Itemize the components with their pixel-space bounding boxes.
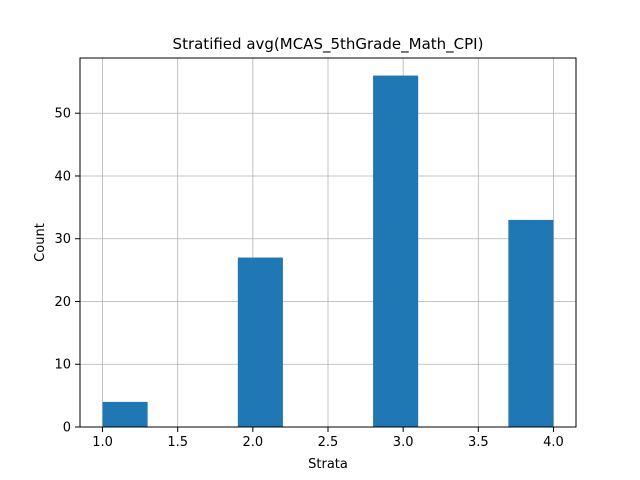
y-tick-label: 0 xyxy=(63,421,71,436)
chart-title: Stratified avg(MCAS_5thGrade_Math_CPI) xyxy=(173,35,484,54)
x-tick-label: 2.5 xyxy=(318,435,339,450)
histogram-bar xyxy=(102,401,148,427)
y-tick-label: 40 xyxy=(54,169,71,184)
ticks: 1.0 1.5 2.0 2.5 3.0 3.5 4.0 0 10 20 30 40 50 xyxy=(54,107,563,450)
bars xyxy=(102,75,554,428)
x-tick-label: 1.0 xyxy=(92,435,113,450)
x-tick-label: 3.0 xyxy=(393,435,414,450)
y-tick-label: 10 xyxy=(54,358,71,373)
y-axis-label: Count xyxy=(33,223,48,262)
histogram-bar xyxy=(373,75,419,428)
y-tick-label: 20 xyxy=(54,295,71,310)
y-tick-label: 50 xyxy=(54,107,71,122)
x-tick-label: 1.5 xyxy=(167,435,188,450)
x-tick-label: 3.5 xyxy=(468,435,489,450)
histogram-bar xyxy=(237,257,283,427)
x-tick-label: 4.0 xyxy=(543,435,564,450)
histogram-bar xyxy=(508,219,554,427)
x-axis-label: Strata xyxy=(308,457,348,472)
y-tick-label: 30 xyxy=(54,232,71,247)
x-tick-label: 2.0 xyxy=(243,435,264,450)
